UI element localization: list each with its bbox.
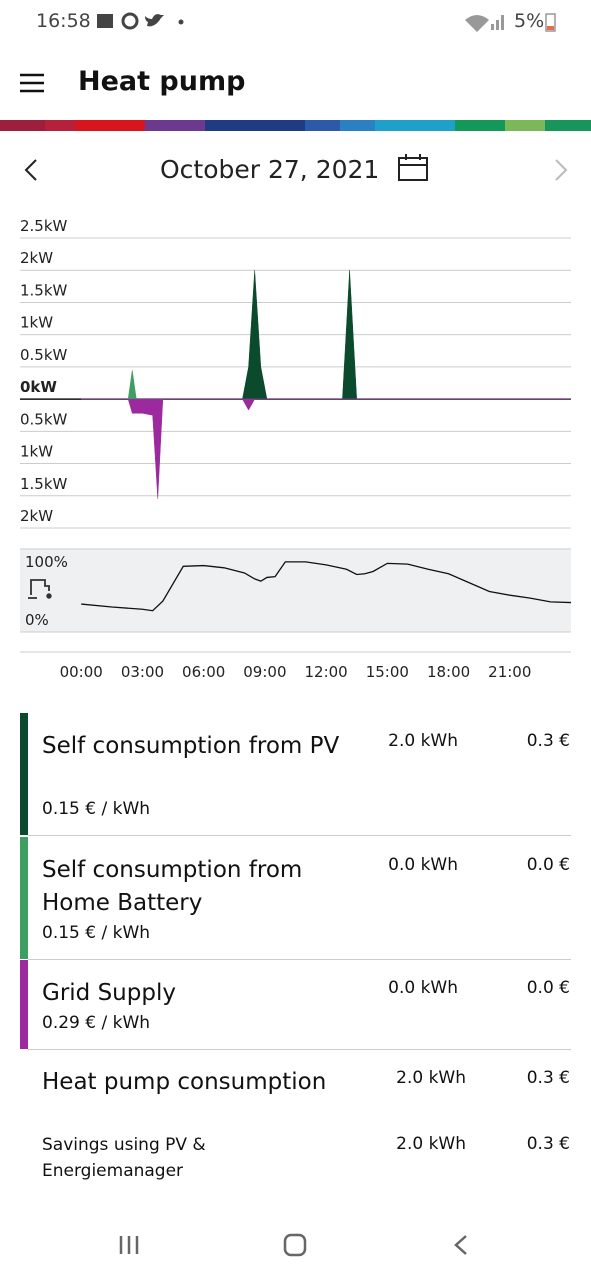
wifi-icon — [465, 15, 489, 32]
row-price: 0.15 € / kWh — [42, 799, 151, 819]
y-tick-label: 2.5kW — [20, 217, 68, 235]
y-tick-label: 1.5kW — [20, 475, 68, 493]
row-price: 0.29 € / kWh — [42, 1013, 151, 1033]
battery-icon — [545, 13, 556, 32]
energy-chart: 2.5kW 2kW 1.5kW 1kW 0.5kW 0kW 0.5kW 1kW 1.5kW 2kW… — [20, 217, 572, 681]
legend-color-bar — [20, 960, 28, 1049]
tap-icon — [28, 579, 52, 599]
tap-shape — [30, 579, 50, 595]
row-energy: 0.0 kWh — [388, 978, 458, 998]
nav-recent[interactable] — [119, 1236, 139, 1254]
y-tick-label: 1.5kW — [20, 281, 68, 299]
nav-bar — [119, 1233, 467, 1257]
x-tick-label: 15:00 — [366, 663, 409, 681]
twitter-icon — [145, 14, 164, 27]
row-separator — [28, 835, 571, 836]
prev-day[interactable] — [24, 159, 37, 181]
total-name: Heat pump consumption — [42, 1069, 327, 1095]
row-cost: 0.3 € — [526, 731, 570, 751]
row-cost: 0.0 € — [526, 855, 570, 875]
brand-stripe — [0, 120, 591, 131]
page-title: Heat pump — [78, 66, 246, 97]
y-tick-label: 1kW — [20, 314, 53, 332]
x-tick-label: 09:00 — [243, 663, 286, 681]
gallery-icon — [97, 14, 113, 28]
total-cost: 0.3 € — [526, 1134, 570, 1154]
tap-drop — [46, 593, 52, 599]
row-energy: 2.0 kWh — [388, 731, 458, 751]
status-battery: 5% — [514, 10, 545, 32]
dot-icon — [178, 19, 184, 25]
status-time: 16:58 — [36, 10, 91, 32]
signal-icon — [501, 15, 504, 30]
x-tick-label: 03:00 — [121, 663, 164, 681]
area-series — [81, 370, 571, 400]
y-tick-label: 0% — [25, 611, 49, 629]
calendar-icon[interactable] — [398, 154, 428, 181]
total-energy: 2.0 kWh — [396, 1068, 466, 1088]
soc-line — [81, 561, 572, 612]
signal-icon — [496, 20, 499, 30]
row-price: 0.15 € / kWh — [42, 923, 151, 943]
y-tick-label: 1kW — [20, 443, 53, 461]
menu-icon[interactable] — [20, 73, 44, 93]
date-label: October 27, 2021 — [160, 155, 380, 184]
area-series — [81, 398, 571, 500]
signal-icon — [491, 24, 494, 30]
battery-level — [547, 26, 554, 30]
legend-name: Self consumption from Home Battery — [42, 857, 303, 916]
next-day[interactable] — [555, 159, 568, 181]
y-tick-label: 0.5kW — [20, 346, 68, 364]
row-cost: 0.0 € — [526, 978, 570, 998]
legend-color-bar — [20, 837, 28, 959]
row-separator — [28, 1049, 571, 1050]
nav-back[interactable] — [454, 1235, 467, 1255]
x-tick-label: 21:00 — [488, 663, 531, 681]
sync-icon — [121, 12, 139, 30]
chrome-icons — [0, 12, 591, 181]
x-tick-label: 12:00 — [304, 663, 347, 681]
total-cost: 0.3 € — [526, 1068, 570, 1088]
x-tick-label: 00:00 — [60, 663, 103, 681]
x-tick-label: 06:00 — [182, 663, 225, 681]
nav-home[interactable] — [283, 1233, 307, 1257]
y-tick-label: 100% — [25, 553, 68, 571]
legend-name: Grid Supply — [42, 980, 176, 1006]
x-tick-label: 18:00 — [427, 663, 470, 681]
y-tick-label: 2kW — [20, 507, 53, 525]
legend-name: Self consumption from PV — [42, 733, 340, 759]
y-tick-label: 2kW — [20, 249, 53, 267]
legend-color-bar — [20, 713, 28, 835]
y-tick-label: 0.5kW — [20, 410, 68, 428]
total-name: Savings using PV & Energiemanager — [42, 1135, 206, 1181]
row-energy: 0.0 kWh — [388, 855, 458, 875]
row-separator — [28, 959, 571, 960]
soc-background — [20, 549, 571, 632]
total-energy: 2.0 kWh — [396, 1134, 466, 1154]
y-tick-label: 0kW — [20, 378, 57, 396]
